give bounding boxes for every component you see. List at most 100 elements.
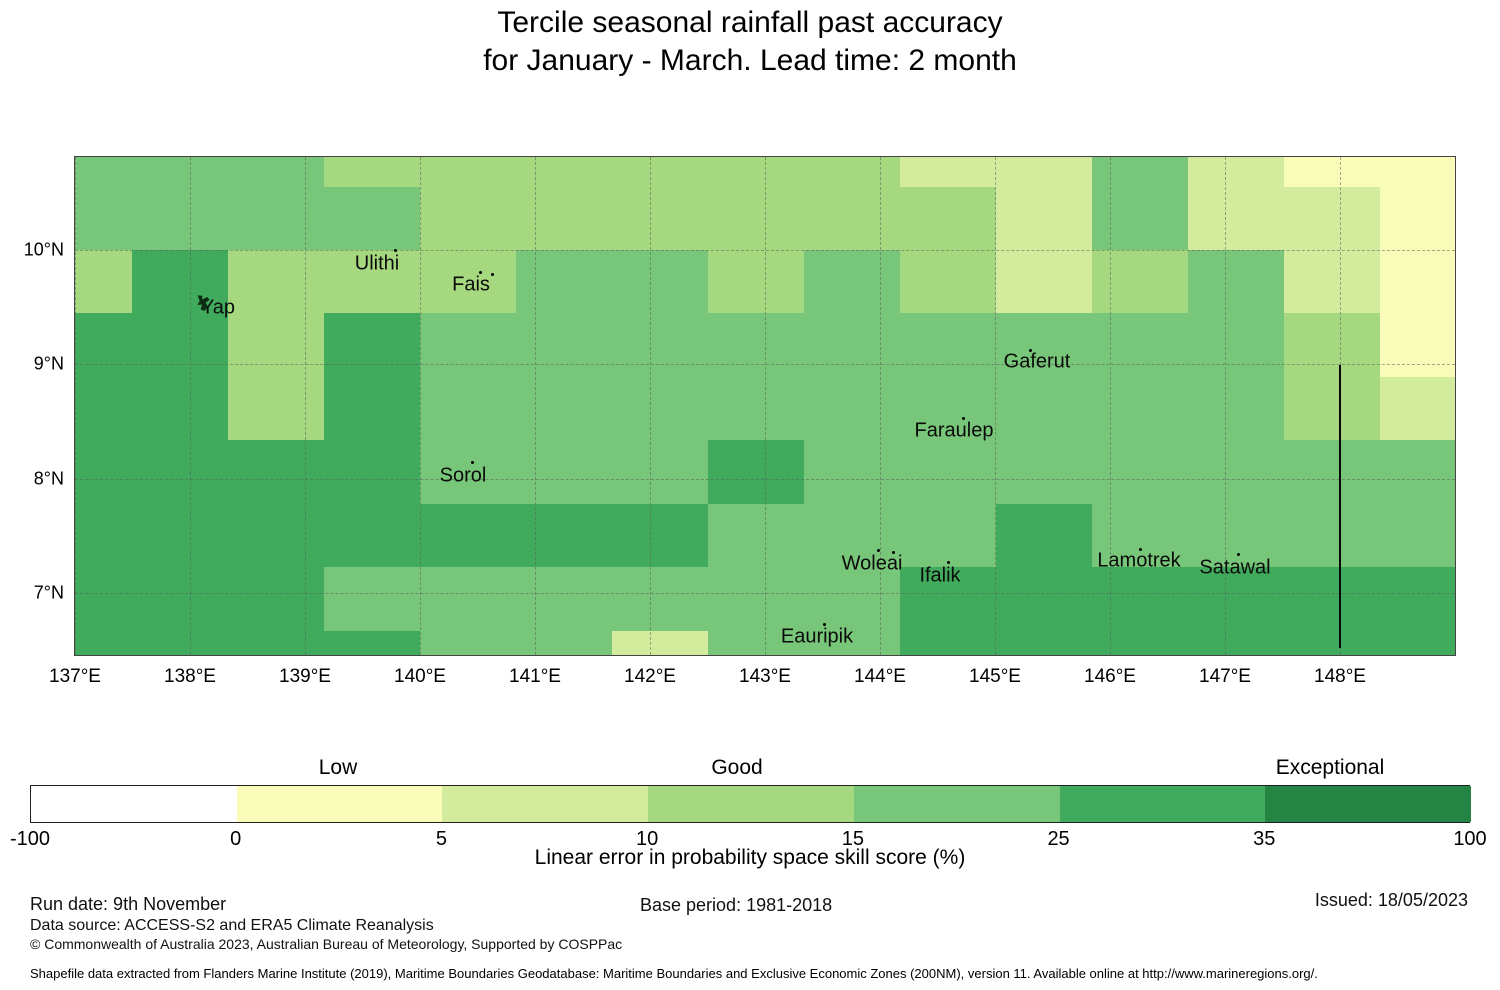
grid-cell [228,567,324,631]
colorbar-segment [648,786,855,822]
grid-cell [900,377,996,440]
island-marker-dot [1139,548,1142,551]
island-label-ifalik: Ifalik [919,564,961,587]
colorbar-segment [236,786,443,822]
grid-cell [900,440,996,504]
island-marker-dot [491,273,494,276]
grid-cell [1092,567,1188,631]
grid-cell [324,157,420,187]
longitude-gridline [995,157,996,655]
grid-cell [996,187,1092,250]
grid-cell [75,157,132,187]
shapefile-attribution-text: Shapefile data extracted from Flanders M… [30,966,1318,981]
grid-cell [132,313,228,377]
grid-cell [75,567,132,631]
grid-cell [1092,187,1188,250]
grid-cell [75,504,132,567]
grid-cell [1188,504,1284,567]
colorbar-tick-label: 15 [841,828,864,850]
longitude-gridline [305,157,306,655]
grid-cell [228,631,324,655]
island-label-gaferut: Gaferut [1003,350,1071,373]
grid-cell [1284,567,1380,631]
chart-title-line2: for January - March. Lead time: 2 month [483,44,1017,77]
colorbar-tick-label: -100 [9,828,51,850]
longitude-gridline [75,157,76,655]
grid-cell [1188,567,1284,631]
x-axis-tick-label: 141°E [509,666,561,687]
island-marker-dot [877,549,880,552]
grid-cell [612,440,708,504]
grid-cell [75,187,132,250]
grid-cell [996,313,1092,377]
x-axis-tick-label: 139°E [279,666,331,687]
grid-cell [420,567,516,631]
grid-cell [900,250,996,313]
grid-cell [516,157,612,187]
grid-cell [75,377,132,440]
grid-cell [1380,377,1455,440]
grid-cell [1380,567,1455,631]
grid-cell [804,157,900,187]
grid-cell [75,250,132,313]
x-axis-tick-label: 145°E [969,666,1021,687]
grid-cell [708,313,804,377]
grid-cell [1188,440,1284,504]
grid-cell [324,567,420,631]
copyright-text: © Commonwealth of Australia 2023, Austra… [30,936,623,952]
grid-cell [900,504,996,567]
island-marker-dot [892,551,895,554]
chart-title-line1: Tercile seasonal rainfall past accuracy [497,6,1003,39]
issued-date-text: Issued: 18/05/2023 [1314,890,1468,910]
island-label-fais: Fais [452,273,490,296]
x-axis-tick-label: 142°E [624,666,676,687]
grid-cell [1188,631,1284,655]
grid-cell [516,440,612,504]
y-axis-tick-label: 7°N [33,582,64,603]
x-axis-tick-label: 147°E [1199,666,1251,687]
grid-cell [516,567,612,631]
island-marker-dot [947,561,950,564]
grid-cell [420,157,516,187]
grid-cell [1380,504,1455,567]
grid-cell [708,250,804,313]
grid-cell [1380,313,1455,377]
latitude-gridline [75,593,1455,594]
grid-cell [1188,377,1284,440]
grid-cell [708,504,804,567]
grid-cell [228,187,324,250]
run-date-text: Run date: 9th November [30,894,227,914]
colorbar-segment [31,786,238,822]
grid-cell [1188,157,1284,187]
grid-cell [75,631,132,655]
grid-cell [996,440,1092,504]
grid-cell [804,567,900,631]
longitude-gridline [880,157,881,655]
grid-cell [132,631,228,655]
grid-cell [708,631,804,655]
island-marker-dot [1029,349,1032,352]
colorbar-category-low: Low [318,756,358,779]
longitude-gridline [190,157,191,655]
x-axis-tick-label: 140°E [394,666,446,687]
grid-cell [228,377,324,440]
grid-cell [996,567,1092,631]
grid-cell [420,504,516,567]
grid-cell [900,567,996,631]
grid-cell [804,250,900,313]
colorbar-segment [1265,786,1472,822]
grid-cell [1188,250,1284,313]
grid-cell [1188,313,1284,377]
grid-cell [132,504,228,567]
x-axis-tick-label: 138°E [164,666,216,687]
grid-cell [804,440,900,504]
grid-cell [516,250,612,313]
island-marker-dot [394,249,397,252]
island-label-ulithi: Ulithi [354,252,400,275]
x-axis-tick-label: 137°E [49,666,101,687]
grid-cell [804,187,900,250]
grid-cell [420,377,516,440]
colorbar-tick-label: 10 [636,828,659,850]
x-axis-tick-label: 144°E [854,666,906,687]
island-marker-dot [479,271,482,274]
